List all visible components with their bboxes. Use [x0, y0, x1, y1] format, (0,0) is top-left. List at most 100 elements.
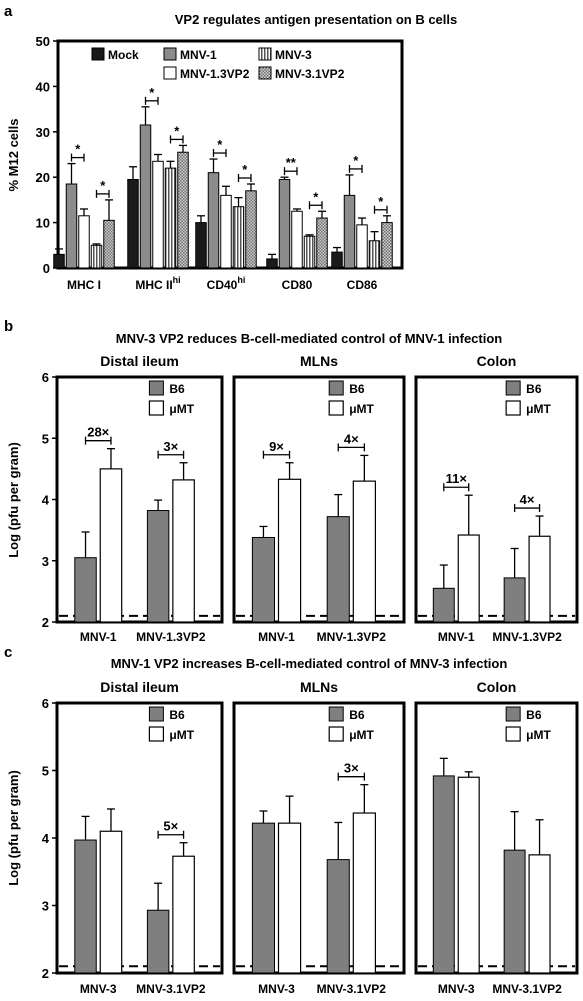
panel-a-bar [152, 160, 164, 269]
category-label: MNV-3.1VP2 [136, 982, 206, 996]
panel-a-bar [177, 151, 189, 269]
subplot-title: Colon [477, 679, 517, 695]
panel-a-legend-swatch [163, 66, 177, 80]
panel-a-bar [195, 222, 207, 269]
panel-a-ytick-label: 50 [36, 34, 50, 49]
panel-c-letter: c [4, 644, 12, 661]
category-label: MNV-1 [258, 630, 295, 644]
panel-b-letter: b [4, 318, 13, 335]
panel-a-ytick-label: 30 [36, 125, 50, 140]
panel-a-significance-label: ** [286, 155, 297, 170]
category-label: MNV-1.3VP2 [317, 630, 387, 644]
panel-a-bar [343, 194, 356, 269]
panel-a-bar [291, 210, 303, 269]
b6-bar [503, 577, 526, 623]
panel-a-category-label: CD80 [282, 278, 313, 292]
panel-a-category-label: CD40hi [207, 275, 246, 292]
legend-swatch-b6 [328, 706, 344, 722]
ytick-label: 3 [42, 899, 49, 914]
panel-a-bar [78, 215, 90, 269]
legend-swatch-b6 [328, 380, 344, 396]
panel-a-ytick-label: 20 [36, 170, 50, 185]
b6-bar [74, 557, 97, 623]
subplot-title: Distal ileum [100, 353, 179, 369]
umt-bar [172, 855, 195, 974]
umt-bar [528, 854, 551, 974]
subplot-axes-frame [414, 375, 579, 624]
panel-a-ytick-label: 40 [36, 79, 50, 94]
legend-label-umt: μMT [526, 402, 551, 416]
panel-b-ylabel: Log (pfu per gram) [6, 442, 21, 558]
legend-label-b6: B6 [526, 708, 542, 722]
b6-bar [503, 849, 526, 974]
umt-bar [99, 468, 123, 623]
panel-a-category-base: MHC II [135, 278, 172, 292]
panel-a-significance-label: * [242, 162, 248, 177]
legend-label-umt: μMT [349, 402, 374, 416]
panel-a-bar [316, 217, 328, 269]
subplot-axes-frame [414, 701, 579, 975]
subplot-title: MLNs [300, 679, 338, 695]
legend-swatch-umt [328, 726, 344, 742]
panel-a-significance-label: * [353, 153, 359, 168]
b6-bar [251, 822, 275, 974]
ytick-label: 5 [42, 764, 49, 779]
panel-a-category-base: CD80 [282, 278, 313, 292]
panel-a-bar [103, 219, 115, 269]
panel-a-bar [220, 194, 232, 269]
panel-a-legend-swatch [258, 47, 272, 61]
legend-swatch-umt [328, 400, 344, 416]
b6-bar [251, 536, 275, 623]
legend-swatch-umt [148, 400, 164, 416]
ytick-label: 5 [42, 431, 49, 446]
b6-bar [326, 516, 350, 623]
umt-bar [457, 534, 480, 623]
panel-a-legend-label: MNV-1.3VP2 [180, 67, 250, 81]
legend-swatch-b6 [505, 380, 521, 396]
ytick-label: 6 [42, 370, 49, 385]
legend-swatch-b6 [148, 706, 164, 722]
panel-a-legend-swatch [91, 47, 105, 61]
fold-change-bracket-label: 9× [269, 439, 284, 454]
subplot-axes-frame [232, 375, 406, 624]
ytick-label: 2 [42, 615, 49, 630]
subplot-title: Colon [477, 353, 517, 369]
ytick-label: 3 [42, 554, 49, 569]
umt-bar [277, 478, 302, 623]
panel-a-bar [90, 244, 103, 269]
panel-a-legend-label: MNV-1 [180, 48, 217, 62]
legend-label-umt: μMT [169, 728, 194, 742]
panel-a-category-base: MHC I [67, 278, 101, 292]
panel-a-legend-label: MNV-3 [275, 48, 312, 62]
fold-change-bracket-label: 3× [344, 761, 359, 776]
category-label: MNV-3 [80, 982, 117, 996]
fold-change-bracket-label: 11× [446, 471, 468, 486]
panel-a-bar [278, 178, 291, 269]
ytick-label: 2 [42, 966, 49, 981]
category-label: MNV-3.1VP2 [492, 982, 562, 996]
legend-swatch-umt [148, 726, 164, 742]
panel-a-bar [53, 253, 65, 269]
category-label: MNV-1 [438, 630, 475, 644]
panel-a-bar [266, 258, 278, 269]
fold-change-bracket-label: 28× [87, 425, 109, 440]
ytick-label: 4 [42, 831, 50, 846]
panel-a-category-base: CD86 [347, 278, 378, 292]
panel-a-significance-label: * [378, 194, 384, 209]
panel-a-bar [139, 124, 152, 269]
panel-a-legend-swatch [163, 47, 177, 61]
umt-bar [352, 812, 376, 974]
panel-a-legend-label: MNV-3.1VP2 [275, 67, 345, 81]
category-label: MNV-1.3VP2 [136, 630, 206, 644]
fold-change-bracket-label: 4× [344, 431, 359, 446]
panel-c-ylabel: Log (pfu per gram) [6, 770, 21, 886]
umt-bar [352, 480, 376, 623]
panel-a-bar [368, 240, 381, 269]
subplot-axes-frame [232, 701, 406, 975]
subplot-title: Distal ileum [100, 679, 179, 695]
umt-bar [457, 776, 480, 974]
fold-change-bracket-label: 3× [163, 439, 178, 454]
panel-a-bar [303, 235, 316, 269]
